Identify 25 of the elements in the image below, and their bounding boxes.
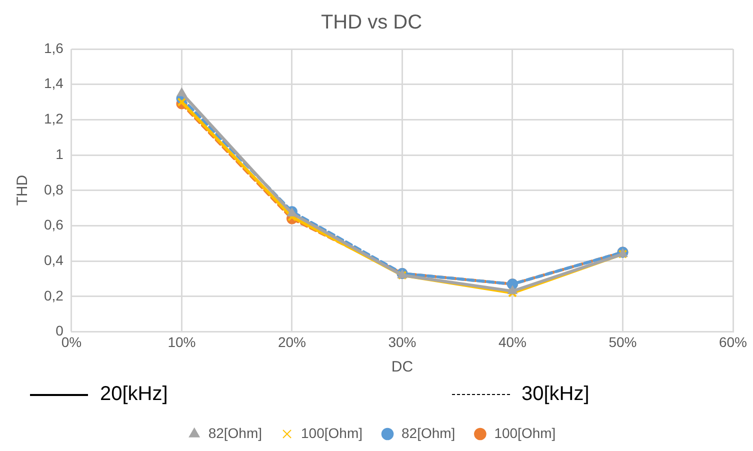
- x-tick-label: 50%: [608, 334, 637, 350]
- text: 20[kHz]: [100, 382, 168, 406]
- text: 30[kHz]: [522, 382, 590, 406]
- y-tick-label: 0,2: [44, 287, 64, 304]
- y-tick-label: 1,4: [44, 75, 64, 92]
- x-tick-label: 10%: [168, 334, 196, 350]
- y-tick-label: 0,8: [44, 181, 64, 198]
- chart-title: THD vs DC: [320, 12, 422, 34]
- legend-label: 82[Ohm]: [208, 424, 262, 441]
- legend-label: 100[Ohm]: [301, 424, 363, 441]
- x-tick-label: 0%: [61, 334, 82, 350]
- y-tick-label: 0,6: [44, 216, 64, 233]
- legend-label: 100[Ohm]: [494, 424, 556, 441]
- x-tick-label: 40%: [498, 334, 527, 350]
- x-axis-title: DC: [391, 358, 414, 376]
- y-axis-title: THD: [14, 174, 32, 206]
- y-tick-label: 0,4: [44, 252, 64, 268]
- legend-label: 82[Ohm]: [402, 424, 456, 441]
- y-tick-label: 1,2: [44, 110, 64, 127]
- x-tick-label: 30%: [388, 334, 416, 350]
- x-tick-label: 20%: [278, 334, 306, 350]
- y-tick-label: 0: [56, 322, 64, 339]
- y-tick-label: 1,6: [44, 40, 64, 56]
- x-tick-label: 60%: [718, 334, 748, 350]
- y-tick-label: 1: [56, 146, 64, 162]
